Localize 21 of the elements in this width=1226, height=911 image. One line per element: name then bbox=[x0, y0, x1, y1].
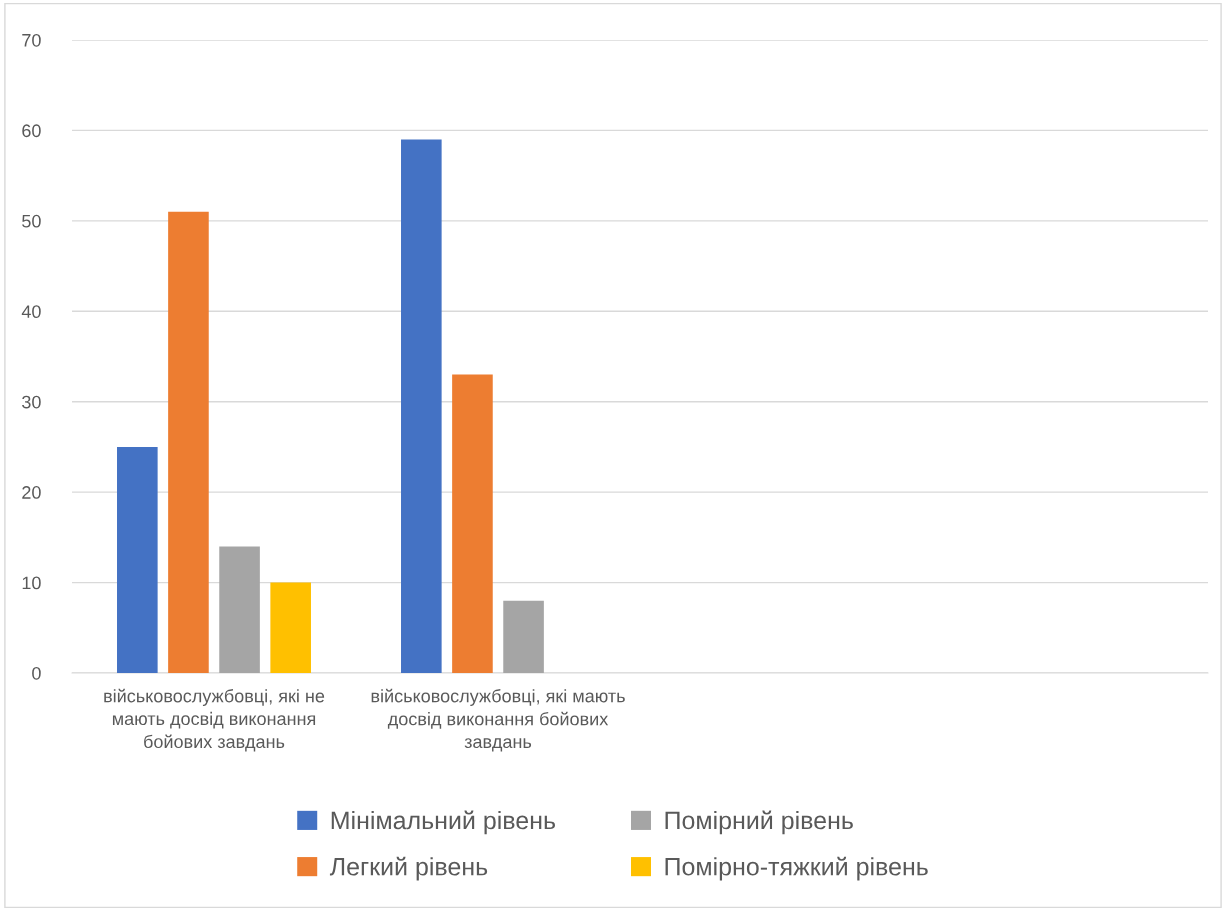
bar bbox=[117, 446, 158, 673]
x-tick-label: військовослужбовці, які мають досвід виконання бойових завдань bbox=[371, 688, 625, 752]
y-tick-label: 0 bbox=[32, 666, 41, 680]
x-tick-label: військовослужбовці, які не мають досвід виконання бойових завдань bbox=[104, 688, 325, 752]
bar bbox=[452, 374, 493, 673]
y-tick-label: 10 bbox=[22, 576, 41, 590]
legend-label: Помірно-тяжкий рівень bbox=[665, 856, 928, 881]
bar bbox=[219, 546, 260, 673]
y-tick-label: 20 bbox=[22, 486, 41, 499]
bar bbox=[168, 211, 209, 673]
y-tick-label: 50 bbox=[22, 214, 41, 228]
bar bbox=[503, 600, 544, 673]
bar bbox=[270, 582, 311, 673]
y-tick-label: 40 bbox=[21, 305, 41, 319]
legend-label: Помірний рівень bbox=[665, 810, 853, 835]
y-tick-label: 70 bbox=[22, 33, 41, 47]
legend-label: Легкий рівень bbox=[329, 856, 488, 881]
bar bbox=[401, 139, 442, 673]
y-tick-label: 60 bbox=[22, 124, 41, 138]
legend-label: Мінімальний рівень bbox=[331, 810, 556, 835]
y-tick-label: 30 bbox=[22, 395, 41, 409]
